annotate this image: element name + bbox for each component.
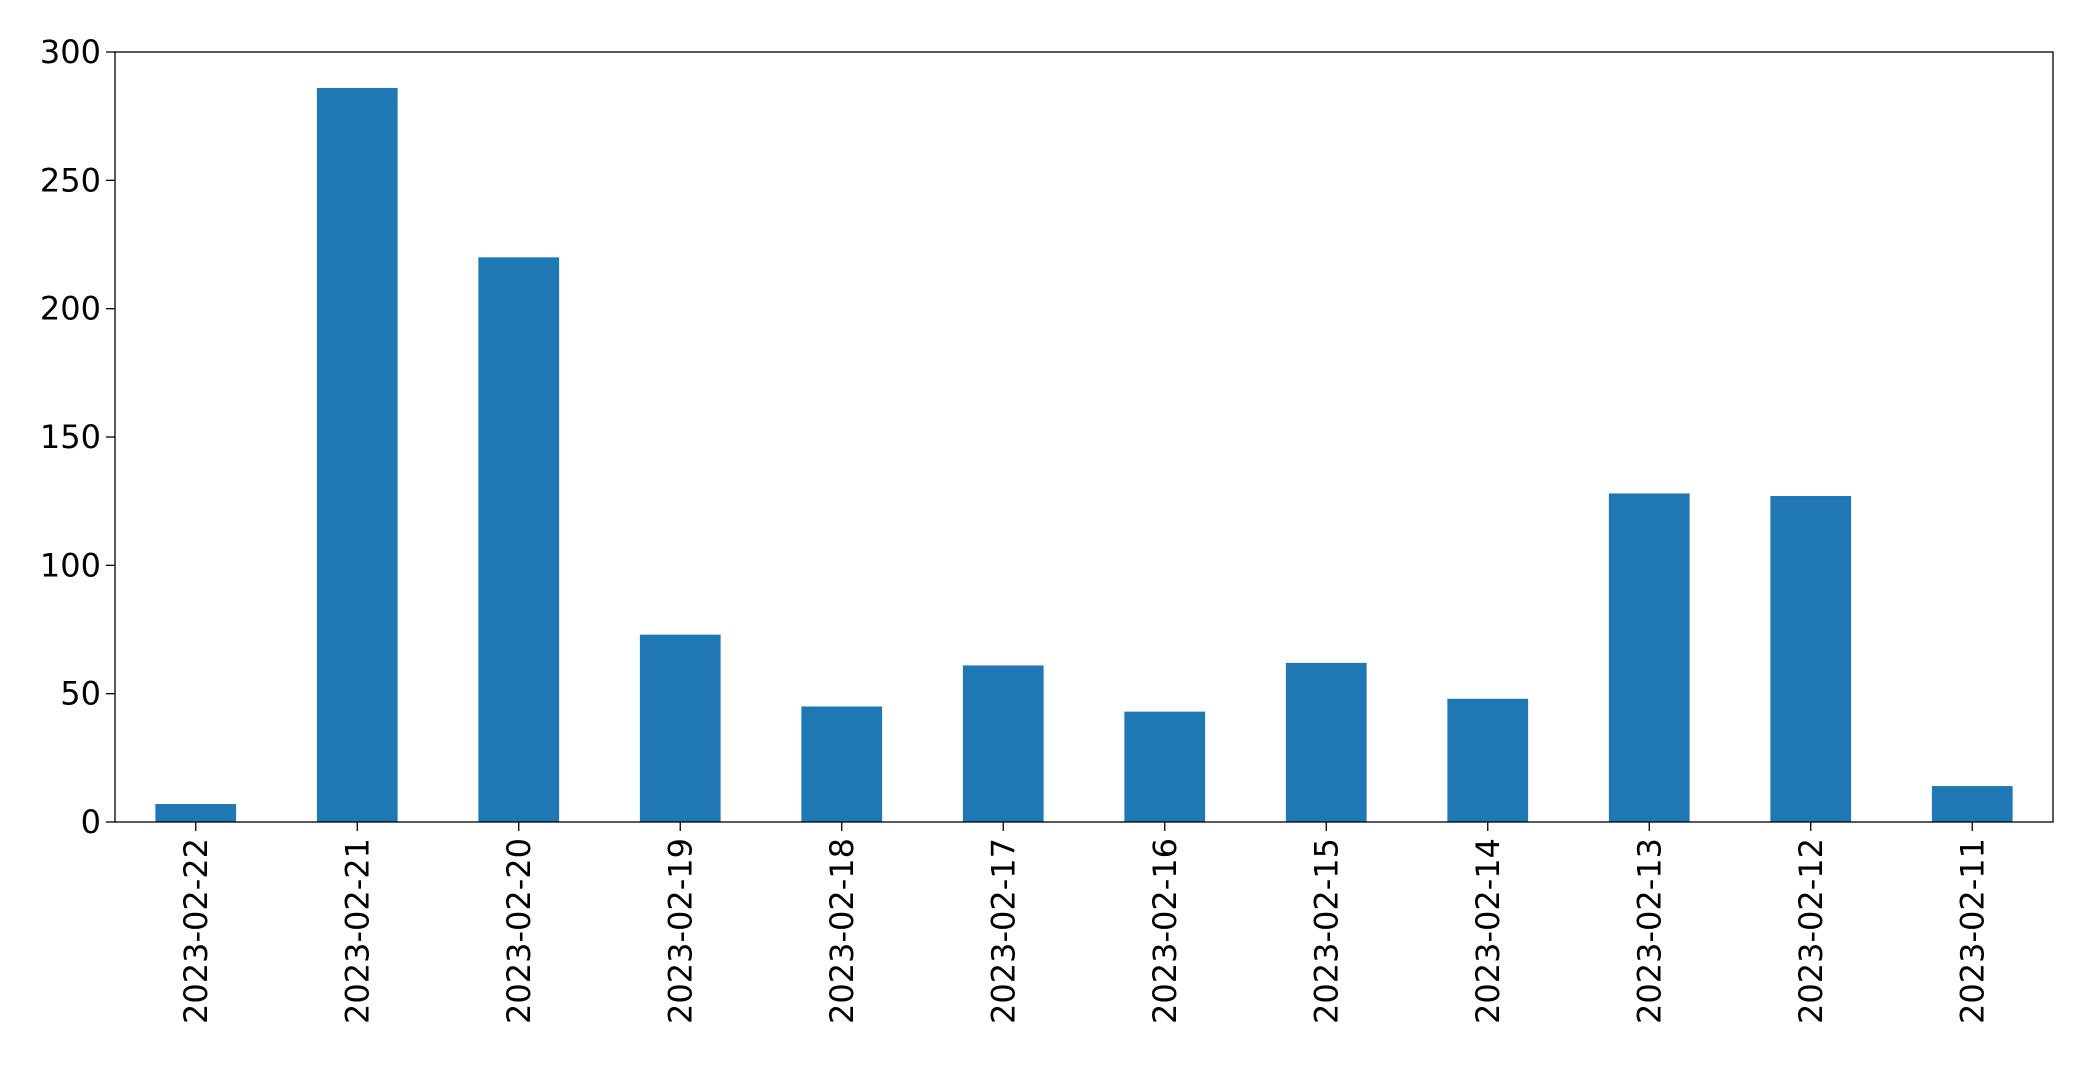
x-tick-label: 2023-02-21 xyxy=(338,838,376,1024)
y-tick-label: 0 xyxy=(81,803,101,841)
x-tick-label: 2023-02-15 xyxy=(1307,838,1345,1024)
bar xyxy=(962,665,1044,822)
axes-frame xyxy=(114,51,2054,823)
y-tick-label: 150 xyxy=(40,418,101,456)
y-tick-label: 300 xyxy=(40,33,101,71)
x-tick-label: 2023-02-14 xyxy=(1469,838,1507,1024)
x-tick-label: 2023-02-11 xyxy=(1953,838,1991,1024)
bar xyxy=(1931,786,2013,822)
bar xyxy=(478,257,560,822)
bar xyxy=(1608,493,1690,822)
y-tick-label: 200 xyxy=(40,290,101,328)
x-tick-label: 2023-02-20 xyxy=(500,838,538,1024)
bar xyxy=(1447,698,1529,822)
bar xyxy=(1285,662,1367,822)
bar xyxy=(639,634,721,822)
x-tick-label: 2023-02-18 xyxy=(823,838,861,1024)
bar xyxy=(1124,711,1206,822)
bar xyxy=(316,87,398,822)
x-tick-label: 2023-02-19 xyxy=(661,838,699,1024)
bar xyxy=(801,706,883,822)
y-tick-label: 100 xyxy=(40,546,101,584)
x-tick-label: 2023-02-13 xyxy=(1630,838,1668,1024)
bar xyxy=(155,804,237,822)
x-tick-label: 2023-02-22 xyxy=(177,838,215,1024)
bar xyxy=(1770,496,1852,822)
x-tick-label: 2023-02-17 xyxy=(984,838,1022,1024)
x-tick-label: 2023-02-12 xyxy=(1792,838,1830,1024)
x-tick-label: 2023-02-16 xyxy=(1146,838,1184,1024)
y-tick-label: 50 xyxy=(60,675,101,713)
y-tick-label: 250 xyxy=(40,161,101,199)
